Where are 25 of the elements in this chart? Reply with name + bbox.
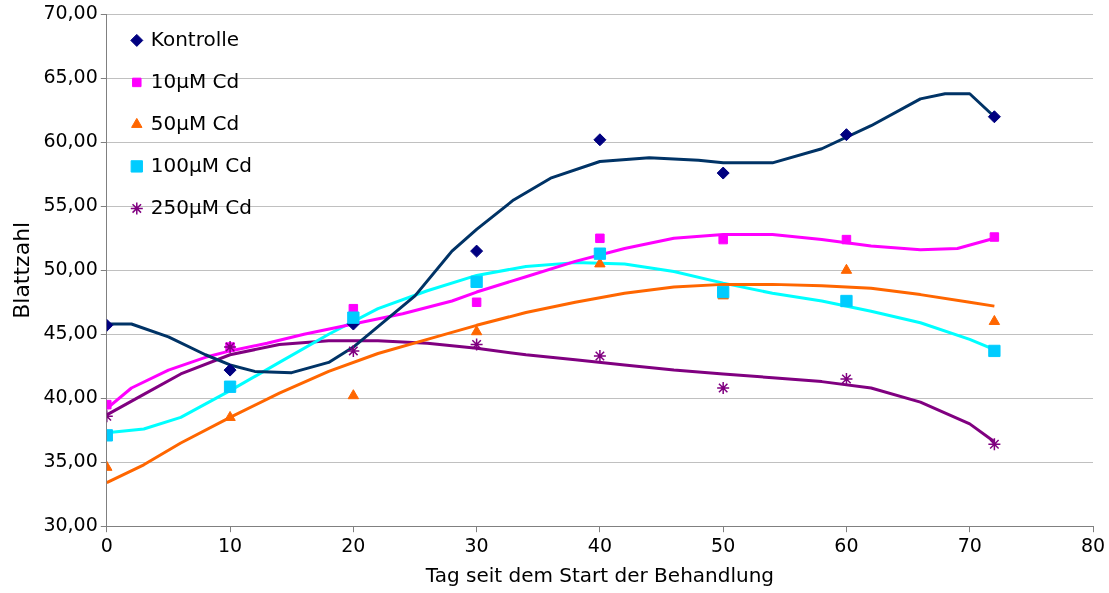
y-tick-label: 70,00 [43, 1, 98, 24]
x-tick-label: 20 [341, 533, 366, 556]
x-tick-label: 0 [100, 533, 113, 556]
x-tick-label: 70 [957, 533, 982, 556]
y-tick-label: 35,00 [43, 449, 98, 472]
x-tick-label: 80 [1080, 533, 1106, 556]
x-axis-title: Tag seit dem Start der Behandlung [424, 563, 775, 588]
legend-label: 250µM Cd [150, 194, 252, 219]
legend-label: 50µM Cd [150, 110, 240, 135]
x-tick-label: 30 [464, 533, 489, 556]
y-tick-label: 50,00 [43, 257, 98, 280]
y-tick-label: 60,00 [43, 129, 98, 152]
y-tick-label: 55,00 [43, 193, 98, 216]
x-tick-label: 10 [217, 533, 243, 556]
y-tick-label: 65,00 [43, 65, 98, 88]
x-tick-label: 50 [711, 533, 736, 556]
legend-label: 10µM Cd [150, 68, 240, 93]
y-tick-label: 40,00 [43, 385, 98, 408]
y-tick-label: 45,00 [43, 321, 98, 344]
y-tick-label: 30,00 [43, 513, 98, 536]
legend-label: Kontrolle [150, 26, 240, 51]
x-tick-label: 40 [587, 533, 612, 556]
legend-label: 100µM Cd [150, 152, 252, 177]
y-axis-title: Blattzahl [8, 221, 34, 319]
x-tick-label: 60 [834, 533, 859, 556]
